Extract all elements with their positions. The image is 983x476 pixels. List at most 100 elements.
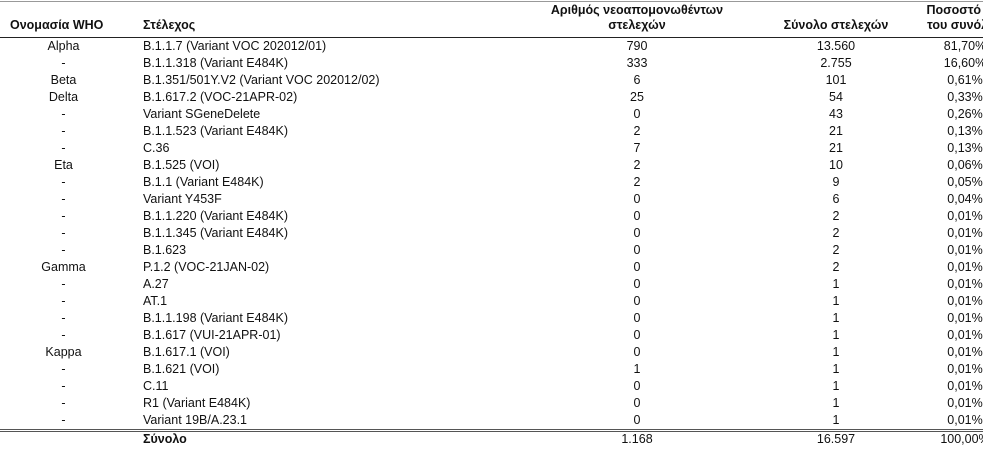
cell-total: 1	[832, 362, 840, 376]
table-row: - B.1.621 (VOI) 1 1 0,01%	[0, 361, 983, 378]
cell-who: Eta	[54, 158, 73, 172]
cell-strain: B.1.1.345 (Variant E484K)	[143, 226, 288, 240]
cell-new-isolated: 2	[633, 158, 641, 172]
cell-strain: B.1.525 (VOI)	[143, 158, 220, 172]
cell-strain: Variant SGeneDelete	[143, 107, 261, 121]
cell-strain: Variant Y453F	[143, 192, 222, 206]
cell-total: 1	[832, 328, 840, 342]
table-row: - R1 (Variant E484K) 0 1 0,01%	[0, 395, 983, 412]
table-row: Beta B.1.351/501Y.V2 (Variant VOC 202012/…	[0, 72, 983, 89]
table-row: Eta B.1.525 (VOI) 2 10 0,06%	[0, 157, 983, 174]
cell-strain: B.1.1.198 (Variant E484K)	[143, 311, 288, 325]
cell-strain: B.1.617.1 (VOI)	[143, 345, 230, 359]
cell-percent: 0,61%	[947, 73, 983, 87]
cell-total: 1	[832, 294, 840, 308]
cell-strain: B.1.617.2 (VOC-21APR-02)	[143, 90, 298, 104]
cell-percent: 0,13%	[947, 124, 983, 138]
header-new-isolated: Αριθμός νεοαπομονωθέντων στελεχών	[523, 2, 751, 38]
cell-percent: 0,01%	[947, 277, 983, 291]
header-percent: Ποσοστό επί του συνόλου	[921, 2, 983, 38]
cell-who: -	[61, 243, 66, 257]
cell-new-isolated: 0	[633, 311, 641, 325]
cell-total: 2	[832, 260, 840, 274]
cell-total: 10	[829, 158, 843, 172]
cell-percent: 0,26%	[947, 107, 983, 121]
cell-new-isolated: 333	[626, 56, 648, 70]
cell-percent: 0,01%	[947, 328, 983, 342]
cell-new-isolated: 0	[633, 192, 641, 206]
header-who: Ονομασία WHO	[0, 2, 127, 38]
cell-who: -	[61, 413, 66, 427]
cell-percent: 0,01%	[947, 413, 983, 427]
cell-strain: B.1.623	[143, 243, 187, 257]
cell-percent: 0,33%	[947, 90, 983, 104]
header-strain: Στέλεχος	[127, 2, 523, 38]
table-row: - C.36 7 21 0,13%	[0, 140, 983, 157]
cell-strain: B.1.617 (VUI-21APR-01)	[143, 328, 281, 342]
cell-who: -	[61, 396, 66, 410]
cell-who: -	[61, 192, 66, 206]
cell-new-isolated: 0	[633, 209, 641, 223]
cell-total: 2	[832, 209, 840, 223]
cell-total: 1	[832, 413, 840, 427]
cell-total: 13.560	[816, 39, 856, 53]
table-row: - AT.1 0 1 0,01%	[0, 293, 983, 310]
cell-strain: A.27	[143, 277, 169, 291]
total-cell-total: 16.597	[751, 429, 921, 447]
cell-new-isolated: 1	[633, 362, 641, 376]
cell-total: 1	[832, 345, 840, 359]
table-row: Gamma P.1.2 (VOC-21JAN-02) 0 2 0,01%	[0, 259, 983, 276]
cell-new-isolated: 0	[633, 226, 641, 240]
cell-total: 1	[832, 379, 840, 393]
header-total: Σύνολο στελεχών	[751, 2, 921, 38]
table-row: Alpha B.1.1.7 (Variant VOC 202012/01) 790 1…	[0, 38, 983, 56]
cell-who: -	[61, 294, 66, 308]
cell-who: Beta	[50, 73, 77, 87]
cell-strain: B.1.1 (Variant E484K)	[143, 175, 264, 189]
cell-total: 9	[832, 175, 840, 189]
table-row: - B.1.1 (Variant E484K) 2 9 0,05%	[0, 174, 983, 191]
cell-percent: 0,01%	[947, 243, 983, 257]
table-row: - Variant SGeneDelete 0 43 0,26%	[0, 106, 983, 123]
cell-percent: 0,01%	[947, 294, 983, 308]
cell-strain: B.1.1.523 (Variant E484K)	[143, 124, 288, 138]
cell-percent: 0,01%	[947, 311, 983, 325]
cell-new-isolated: 0	[633, 379, 641, 393]
cell-percent: 16,60%	[943, 56, 983, 70]
cell-total: 1	[832, 277, 840, 291]
cell-total: 101	[825, 73, 847, 87]
table-row: - B.1.1.318 (Variant E484K) 333 2.755 16,60%	[0, 55, 983, 72]
cell-percent: 0,13%	[947, 141, 983, 155]
table-row: - B.1.1.345 (Variant E484K) 0 2 0,01%	[0, 225, 983, 242]
cell-total: 1	[832, 311, 840, 325]
cell-percent: 81,70%	[943, 39, 983, 53]
cell-percent: 0,04%	[947, 192, 983, 206]
cell-strain: B.1.621 (VOI)	[143, 362, 220, 376]
cell-strain: R1 (Variant E484K)	[143, 396, 251, 410]
cell-strain: C.36	[143, 141, 170, 155]
total-cell-who	[0, 429, 127, 447]
cell-new-isolated: 790	[626, 39, 648, 53]
cell-percent: 0,01%	[947, 345, 983, 359]
cell-percent: 0,01%	[947, 260, 983, 274]
cell-new-isolated: 2	[633, 175, 641, 189]
cell-who: -	[61, 107, 66, 121]
cell-new-isolated: 0	[633, 243, 641, 257]
cell-who: -	[61, 311, 66, 325]
cell-strain: B.1.1.7 (Variant VOC 202012/01)	[143, 39, 327, 53]
cell-who: Gamma	[41, 260, 86, 274]
cell-total: 6	[832, 192, 840, 206]
cell-strain: B.1.1.318 (Variant E484K)	[143, 56, 288, 70]
cell-who: Delta	[48, 90, 79, 104]
cell-strain: P.1.2 (VOC-21JAN-02)	[143, 260, 270, 274]
cell-who: -	[61, 226, 66, 240]
cell-total: 21	[829, 124, 843, 138]
table-row: - B.1.1.523 (Variant E484K) 2 21 0,13%	[0, 123, 983, 140]
cell-who: -	[61, 277, 66, 291]
cell-percent: 0,06%	[947, 158, 983, 172]
table-row: - B.1.1.198 (Variant E484K) 0 1 0,01%	[0, 310, 983, 327]
cell-percent: 0,05%	[947, 175, 983, 189]
cell-strain: AT.1	[143, 294, 168, 308]
total-cell-percent: 100,00%	[921, 429, 983, 447]
